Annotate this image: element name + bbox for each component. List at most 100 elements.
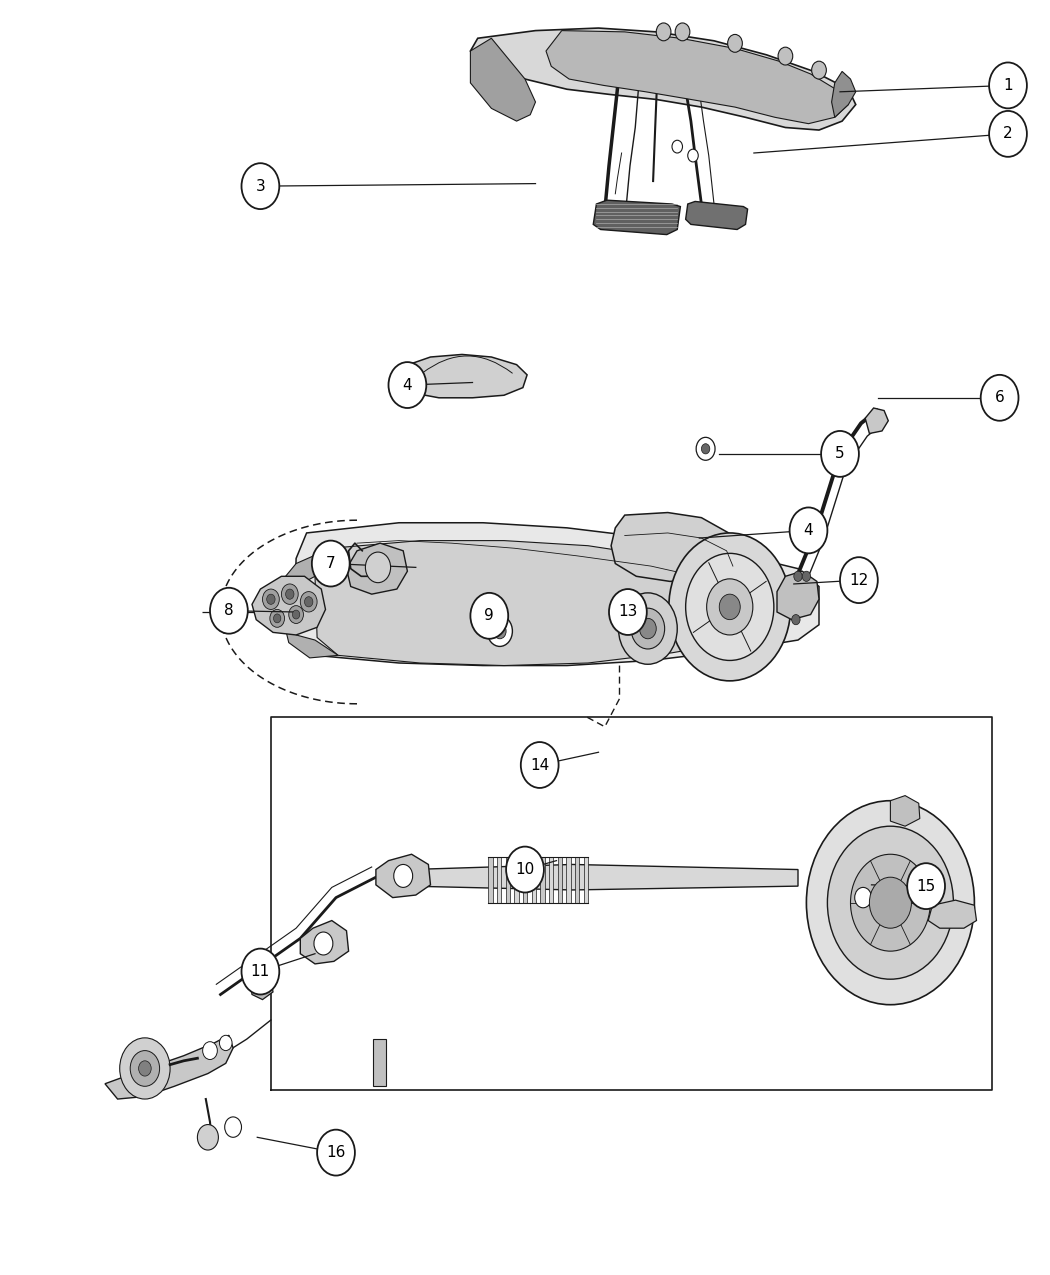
Circle shape xyxy=(210,588,248,634)
Circle shape xyxy=(304,597,313,607)
Circle shape xyxy=(707,579,753,635)
Circle shape xyxy=(631,608,665,649)
Circle shape xyxy=(487,616,512,646)
Polygon shape xyxy=(523,857,527,903)
Text: 1: 1 xyxy=(1003,78,1013,93)
Circle shape xyxy=(850,854,930,951)
Polygon shape xyxy=(410,864,798,890)
Circle shape xyxy=(981,375,1018,421)
Circle shape xyxy=(219,1035,232,1051)
Polygon shape xyxy=(373,1039,386,1086)
Circle shape xyxy=(292,611,300,618)
Text: 7: 7 xyxy=(326,556,336,571)
Polygon shape xyxy=(541,857,545,903)
Circle shape xyxy=(821,431,859,477)
Polygon shape xyxy=(294,523,819,666)
Text: 14: 14 xyxy=(530,757,549,773)
Polygon shape xyxy=(584,857,588,903)
Circle shape xyxy=(794,571,802,581)
Polygon shape xyxy=(470,38,536,121)
Polygon shape xyxy=(832,71,856,117)
Circle shape xyxy=(470,593,508,639)
Polygon shape xyxy=(549,857,553,903)
Polygon shape xyxy=(250,974,273,1000)
Text: 16: 16 xyxy=(327,1145,345,1160)
Circle shape xyxy=(130,1051,160,1086)
Circle shape xyxy=(120,1038,170,1099)
Polygon shape xyxy=(593,200,680,235)
Circle shape xyxy=(314,932,333,955)
Circle shape xyxy=(618,593,677,664)
Polygon shape xyxy=(611,513,735,581)
Circle shape xyxy=(242,949,279,995)
Circle shape xyxy=(855,887,872,908)
Circle shape xyxy=(639,618,656,639)
Circle shape xyxy=(802,571,811,581)
Text: 4: 4 xyxy=(803,523,814,538)
Circle shape xyxy=(521,742,559,788)
Circle shape xyxy=(267,594,275,604)
Polygon shape xyxy=(531,857,536,903)
Circle shape xyxy=(686,553,774,660)
Circle shape xyxy=(262,589,279,609)
Polygon shape xyxy=(470,28,856,130)
Circle shape xyxy=(609,589,647,635)
Polygon shape xyxy=(105,1035,233,1099)
Circle shape xyxy=(688,149,698,162)
Polygon shape xyxy=(488,857,492,903)
Text: 11: 11 xyxy=(251,964,270,979)
Circle shape xyxy=(840,557,878,603)
Circle shape xyxy=(203,1042,217,1060)
Polygon shape xyxy=(575,857,580,903)
Circle shape xyxy=(312,541,350,587)
Circle shape xyxy=(656,23,671,41)
Polygon shape xyxy=(546,31,848,124)
Polygon shape xyxy=(928,900,977,928)
Text: 10: 10 xyxy=(516,862,534,877)
Polygon shape xyxy=(514,857,519,903)
Circle shape xyxy=(494,623,506,639)
Text: 6: 6 xyxy=(994,390,1005,405)
Polygon shape xyxy=(506,857,510,903)
Circle shape xyxy=(365,552,391,583)
Polygon shape xyxy=(890,796,920,826)
Polygon shape xyxy=(865,408,888,434)
Circle shape xyxy=(827,826,953,979)
Text: 2: 2 xyxy=(1003,126,1013,142)
Circle shape xyxy=(317,1130,355,1176)
Text: 9: 9 xyxy=(484,608,495,623)
Circle shape xyxy=(812,61,826,79)
Text: 12: 12 xyxy=(849,572,868,588)
Text: 4: 4 xyxy=(402,377,413,393)
Circle shape xyxy=(869,877,911,928)
Text: 15: 15 xyxy=(917,878,936,894)
Circle shape xyxy=(696,437,715,460)
Circle shape xyxy=(719,594,740,620)
Polygon shape xyxy=(558,857,562,903)
Circle shape xyxy=(286,589,294,599)
Polygon shape xyxy=(252,576,326,635)
Circle shape xyxy=(778,47,793,65)
Circle shape xyxy=(989,62,1027,108)
Circle shape xyxy=(701,444,710,454)
Circle shape xyxy=(989,111,1027,157)
Circle shape xyxy=(300,592,317,612)
Circle shape xyxy=(139,1061,151,1076)
Text: 5: 5 xyxy=(835,446,845,462)
Circle shape xyxy=(806,801,974,1005)
Circle shape xyxy=(270,609,285,627)
Circle shape xyxy=(197,1125,218,1150)
Polygon shape xyxy=(497,857,501,903)
Polygon shape xyxy=(300,921,349,964)
Circle shape xyxy=(728,34,742,52)
Circle shape xyxy=(273,615,281,623)
Circle shape xyxy=(672,140,682,153)
Polygon shape xyxy=(777,571,819,620)
Polygon shape xyxy=(281,548,338,658)
Circle shape xyxy=(289,606,303,623)
Circle shape xyxy=(792,615,800,625)
Circle shape xyxy=(506,847,544,892)
Polygon shape xyxy=(346,543,407,594)
Circle shape xyxy=(907,863,945,909)
Polygon shape xyxy=(566,857,570,903)
